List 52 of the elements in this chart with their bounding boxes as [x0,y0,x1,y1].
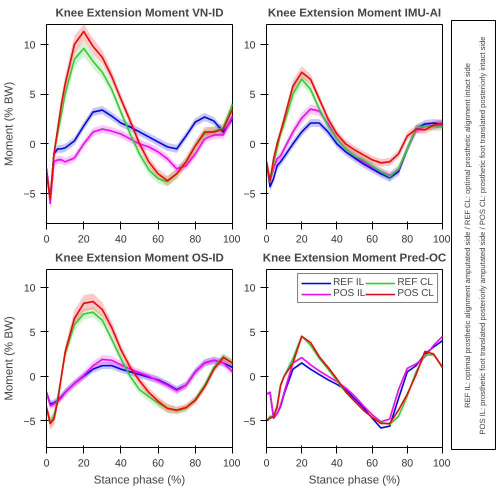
x-tick-label: 20 [296,458,308,470]
y-tick-label: 5 [30,89,36,102]
chart-title: Knee Extension Moment IMU-AI [268,8,442,20]
x-tick-label: 80 [401,458,414,470]
y-tick-label: 5 [250,89,256,102]
legend-label: REF IL [333,277,364,288]
x-tick-label: 0 [264,458,270,470]
legend-label: POS CL [397,288,434,299]
x-tick-label: 100 [222,234,241,246]
x-tick-label: 0 [264,234,270,246]
x-tick-label: 60 [152,458,164,470]
y-tick-label: −5 [244,188,256,201]
chart-title: Knee Extension Moment Pred-OC [262,252,446,264]
x-tick-label: 20 [296,234,308,246]
y-axis-title: Moment (% BW) [4,316,16,401]
y-tick-label: 10 [244,282,256,294]
x-axis-title: Stance phase (%) [94,474,186,486]
y-tick-label: 0 [30,138,36,151]
y-tick-label: −5 [24,188,36,201]
x-tick-label: 40 [331,234,343,246]
x-tick-label: 0 [44,458,50,470]
x-tick-label: 40 [331,458,343,470]
chart-title: Knee Extension Moment VN-ID [55,8,224,20]
x-tick-label: 40 [115,458,127,470]
x-tick-label: 0 [44,234,50,246]
y-tick-label: 5 [30,326,36,339]
x-tick-label: 80 [189,234,202,246]
x-tick-label: 40 [115,234,127,246]
x-tick-label: 60 [366,458,378,470]
y-tick-label: 0 [250,138,256,151]
x-tick-label: 80 [189,458,202,470]
y-tick-label: −5 [244,416,256,428]
x-tick-label: 100 [222,458,241,470]
x-tick-label: 20 [78,458,90,470]
y-tick-label: 0 [250,371,256,384]
y-tick-label: 5 [250,326,256,339]
legend-label: POS IL [333,288,366,299]
x-tick-label: 100 [432,458,451,470]
y-tick-label: 0 [30,371,36,384]
y-axis-title: Moment (% BW) [4,82,16,166]
x-tick-label: 100 [432,234,451,246]
x-tick-label: 60 [366,234,378,246]
y-tick-label: −5 [24,416,36,428]
y-tick-label: 10 [24,282,36,294]
y-tick-label: 10 [244,39,256,52]
x-tick-label: 60 [152,234,164,246]
chart-title: Knee Extension Moment OS-ID [55,252,224,264]
legend-label: REF CL [397,277,433,288]
x-axis-title: Stance phase (%) [308,474,400,486]
x-tick-label: 80 [401,234,414,246]
y-tick-label: 10 [24,39,36,52]
x-tick-label: 20 [78,234,90,246]
